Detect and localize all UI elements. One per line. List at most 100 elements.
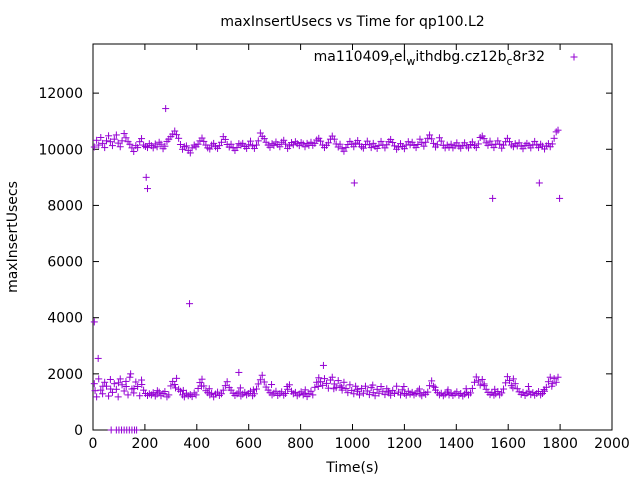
- data-point: [505, 377, 513, 385]
- data-point: [99, 382, 107, 390]
- data-point: [299, 391, 307, 399]
- data-point: [358, 143, 366, 151]
- data-point: [359, 389, 367, 397]
- data-point: [319, 361, 327, 369]
- data-point: [468, 384, 476, 392]
- data-point: [208, 389, 216, 397]
- data-point: [268, 391, 276, 399]
- data-point: [91, 387, 99, 395]
- data-point: [412, 144, 420, 152]
- data-point: [206, 145, 214, 153]
- data-point: [120, 130, 128, 138]
- data-point: [416, 135, 424, 143]
- data-point: [350, 179, 358, 187]
- data-point: [149, 144, 157, 152]
- data-point: [338, 383, 346, 391]
- data-point: [143, 185, 151, 193]
- data-point: [198, 375, 206, 383]
- data-point: [194, 140, 202, 148]
- data-point: [424, 134, 432, 142]
- data-point: [161, 142, 169, 150]
- data-point: [468, 138, 476, 146]
- data-point: [467, 389, 475, 397]
- data-point: [143, 391, 151, 399]
- legend-marker: [570, 53, 578, 61]
- data-point: [328, 373, 336, 381]
- data-point: [192, 391, 200, 399]
- data-point: [311, 139, 319, 147]
- data-point: [353, 385, 361, 393]
- data-point: [295, 142, 303, 150]
- y-tick-label: 10000: [38, 142, 83, 158]
- data-point: [171, 127, 179, 135]
- data-point: [509, 375, 517, 383]
- legend-text-part: 8r32: [513, 49, 545, 65]
- data-point: [491, 385, 499, 393]
- data-point: [544, 378, 552, 386]
- data-point: [99, 139, 107, 147]
- data-point: [350, 390, 358, 398]
- y-tick-label: 2000: [47, 367, 83, 383]
- legend-label-series-1: ma110409relwithdbg.cz12bc8r32: [314, 49, 545, 68]
- data-point: [95, 375, 103, 383]
- data-point: [400, 382, 408, 390]
- data-point: [105, 392, 113, 400]
- data-point: [377, 137, 385, 145]
- data-point: [352, 382, 360, 390]
- data-point: [356, 391, 364, 399]
- data-point: [245, 141, 253, 149]
- data-point: [133, 426, 141, 434]
- data-point: [102, 137, 110, 145]
- data-point: [552, 378, 560, 386]
- data-point: [243, 144, 251, 152]
- data-point: [206, 391, 214, 399]
- data-point: [369, 389, 377, 397]
- data-point: [429, 382, 437, 390]
- data-point: [314, 382, 322, 390]
- data-point: [462, 385, 470, 393]
- data-point: [540, 386, 548, 394]
- data-point: [179, 386, 187, 394]
- data-point: [188, 393, 196, 401]
- data-point: [433, 141, 441, 149]
- data-point: [114, 379, 122, 387]
- data-point: [138, 381, 146, 389]
- data-point: [400, 390, 408, 398]
- data-point: [161, 388, 169, 396]
- data-point: [190, 141, 198, 149]
- data-point: [142, 173, 150, 181]
- data-point: [101, 144, 109, 152]
- data-point: [126, 140, 134, 148]
- data-point: [176, 141, 184, 149]
- data-point: [358, 384, 366, 392]
- data-point: [311, 383, 319, 391]
- data-point: [282, 390, 290, 398]
- data-point: [116, 143, 124, 151]
- data-point: [330, 135, 338, 143]
- data-point: [186, 300, 194, 308]
- data-point: [319, 381, 327, 389]
- data-point: [173, 374, 181, 382]
- data-point: [361, 382, 369, 390]
- data-point: [217, 390, 225, 398]
- legend-text-part: c: [506, 55, 512, 68]
- data-point: [162, 105, 170, 113]
- data-point: [236, 384, 244, 392]
- x-tick-label: 1000: [335, 436, 371, 452]
- data-point: [90, 380, 98, 388]
- x-tick-label: 0: [89, 436, 98, 452]
- data-point: [505, 138, 513, 146]
- data-point: [219, 386, 227, 394]
- data-point: [391, 390, 399, 398]
- data-point: [342, 144, 350, 152]
- data-point: [93, 393, 101, 401]
- data-point: [552, 128, 560, 136]
- data-point: [437, 137, 445, 145]
- data-point: [336, 382, 344, 390]
- data-point: [210, 139, 218, 147]
- data-point: [108, 142, 116, 150]
- x-tick-label: 1800: [542, 436, 578, 452]
- data-point: [389, 139, 397, 147]
- data-point: [336, 140, 344, 148]
- chart-title: maxInsertUsecs vs Time for qp100.L2: [220, 14, 484, 30]
